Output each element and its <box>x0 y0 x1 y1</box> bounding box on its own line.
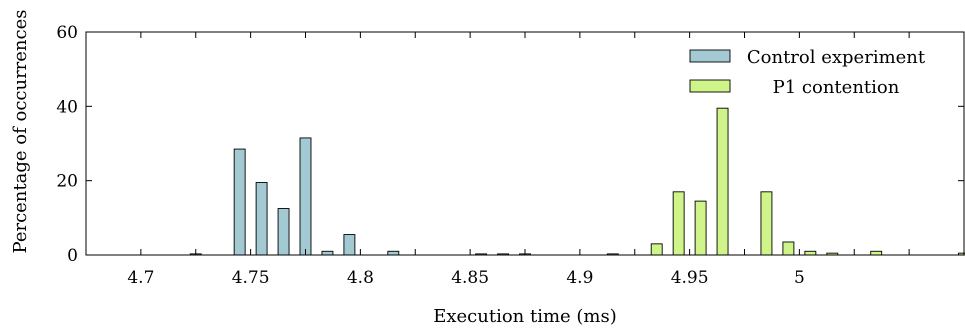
y-tick-label: 20 <box>56 172 78 192</box>
bar-series-1-4 <box>299 137 312 256</box>
x-tick-label: 4.8 <box>347 268 374 288</box>
bar-series-2-1 <box>672 191 685 256</box>
x-tick-label: 4.85 <box>451 268 489 288</box>
y-axis-label: Percentage of occurrences <box>10 10 31 254</box>
y-tick-label: 40 <box>56 97 78 117</box>
x-tick-label: 4.9 <box>566 268 593 288</box>
bar-series-1-5 <box>321 250 334 256</box>
bar-series-2-4 <box>760 191 773 256</box>
legend-swatch-2 <box>689 79 731 93</box>
x-axis-label: Execution time (ms) <box>433 306 617 327</box>
legend-label-2: P1 contention <box>773 77 900 98</box>
bar-series-1-7 <box>387 250 400 256</box>
axis-ticks: 4.7 4.75 4.8 4.85 4.9 4.95 5 0 20 40 60 <box>56 23 965 288</box>
bar-series-2-6 <box>804 250 817 256</box>
x-tick-label: 5 <box>794 268 805 288</box>
bar-series-2-3 <box>716 107 729 256</box>
x-tick-label: 4.7 <box>127 268 154 288</box>
bar-series-2-8 <box>870 250 883 256</box>
x-tick-label: 4.75 <box>232 268 270 288</box>
bar-series-1-3 <box>277 208 290 256</box>
bars-layer <box>189 107 965 256</box>
legend: Control experiment P1 contention <box>689 47 926 98</box>
bar-series-2-0 <box>650 243 663 256</box>
bar-series-1-1 <box>233 148 246 256</box>
y-tick-label: 60 <box>56 23 78 43</box>
x-tick-label: 4.95 <box>671 268 709 288</box>
bar-series-1-6 <box>343 234 356 256</box>
bar-series-2-2 <box>694 200 707 256</box>
legend-swatch-1 <box>689 49 731 63</box>
bar-series-2-5 <box>782 241 795 256</box>
bar-series-1-2 <box>255 182 268 256</box>
y-tick-label: 0 <box>67 246 78 266</box>
legend-label-1: Control experiment <box>747 47 926 68</box>
